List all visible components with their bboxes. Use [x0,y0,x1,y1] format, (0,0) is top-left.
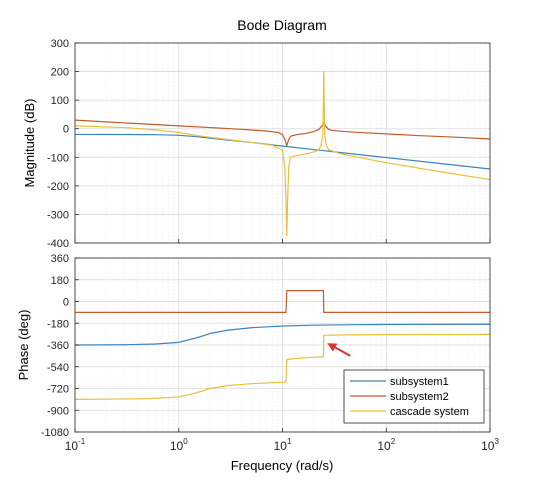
y-tick-label: 200 [51,67,69,79]
y-tick-label: 180 [51,275,69,287]
y-tick-label: -200 [47,181,69,193]
magnitude-axes: 300 200 100 0 -100 -200 -300 -400 Magnitude (dB… [22,38,491,250]
y-tick-label: -540 [47,362,69,374]
y-tick-label: 0 [63,297,69,309]
arrow-shaft [334,346,351,357]
legend: subsystem1 subsystem2 cascade system [343,369,485,424]
phase-y-label: Phase (deg) [16,310,31,381]
x-axis-label: Frequency (rad/s) [231,458,334,473]
y-tick-label: -400 [47,238,69,250]
x-tick-label: 101 [274,437,292,453]
x-tick-labels: 10-1 100 101 102 103 [65,437,500,453]
legend-label-subsystem1: subsystem1 [390,376,449,388]
y-tick-label: 360 [51,253,69,265]
y-tick-label: -360 [47,340,69,352]
magnitude-line-subsystem2 [74,119,491,147]
y-tick-label: -300 [47,209,69,221]
x-tick-label: 103 [481,437,499,453]
red-arrow-annotation [327,343,351,357]
legend-label-subsystem2: subsystem2 [390,391,449,403]
legend-label-cascade-system: cascade system [390,406,469,418]
x-tick-label: 100 [170,437,188,453]
magnitude-lines [74,70,491,237]
y-tick-label: -720 [47,384,69,396]
phase-line-subsystem2 [75,290,490,313]
y-tick-label: -900 [47,405,69,417]
magnitude-y-ticks: 300 200 100 0 -100 -200 -300 -400 [47,38,491,250]
x-tick-label: 102 [377,437,395,453]
y-tick-label: -1080 [41,427,69,439]
y-tick-label: -180 [47,318,69,330]
y-tick-label: -100 [47,152,69,164]
magnitude-y-label: Magnitude (dB) [22,99,37,188]
phase-line-subsystem1 [74,323,491,346]
phase-lines [74,290,491,400]
arrow-head [327,343,338,352]
y-tick-label: 100 [51,95,69,107]
x-tick-label: 10-1 [65,437,86,453]
y-tick-label: 300 [51,38,69,50]
y-tick-label: 0 [63,124,69,136]
phase-y-ticks: 360 180 0 -180 -360 -540 -720 -900 -1080 [41,253,491,439]
chart-title: Bode Diagram [237,17,327,33]
phase-line-cascade-system [74,333,491,400]
magnitude-line-cascade-system [74,70,491,237]
